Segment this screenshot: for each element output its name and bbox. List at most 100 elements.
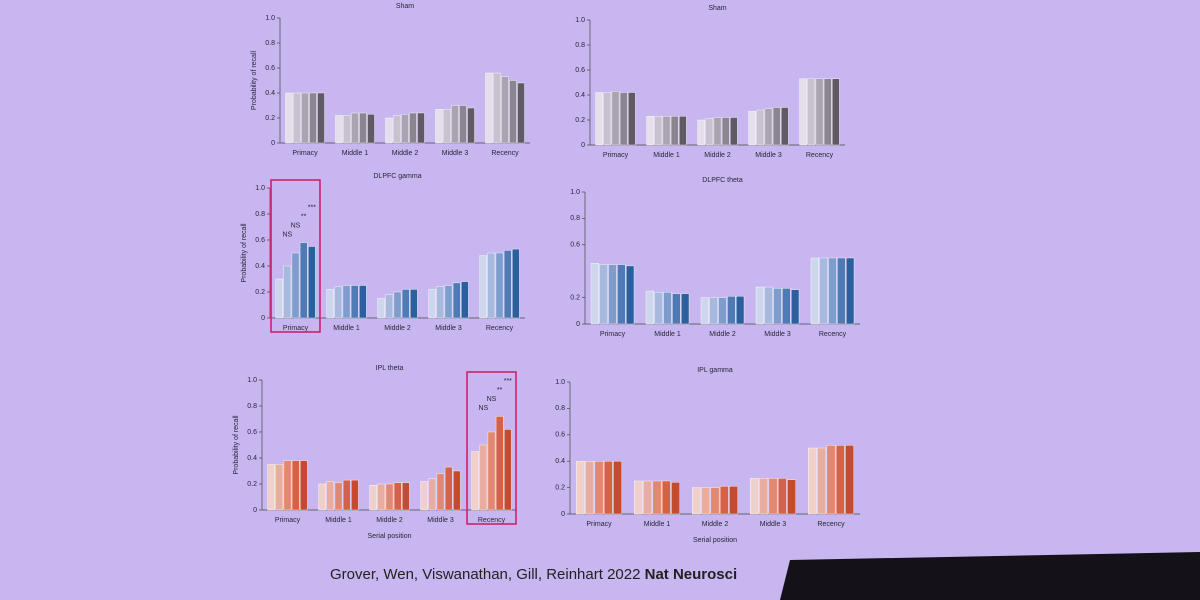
bar [393,482,402,511]
bar [777,478,787,515]
bar [679,116,687,146]
y-tick-label: 0.8 [247,403,257,410]
x-tick-label: Middle 3 [760,521,787,528]
bar [729,486,738,515]
bar [428,289,436,319]
bar [585,461,595,515]
bar [503,250,512,319]
y-tick-label: 0 [576,321,580,328]
bar [299,242,308,319]
y-axis-label: Probability of recall [251,50,258,110]
bar [808,447,817,515]
y-tick-label: 0.8 [555,405,565,412]
bar [791,289,800,325]
bar [835,445,845,515]
bar [772,107,781,146]
citation-journal: Nat Neurosci [645,566,738,583]
bar [452,282,461,319]
bar [700,297,710,325]
bar [619,92,628,146]
bar [512,248,520,319]
x-axis-label: Serial position [368,533,412,540]
y-axis-label: Probability of recall [233,415,240,475]
bar [705,118,714,146]
significance-label: NS [487,396,497,403]
x-tick-label: Middle 2 [702,521,729,528]
x-tick-label: Primacy [292,150,318,157]
chart: DLPFC gamma Probability of recall 0 0.2 0.4 0… [241,173,525,333]
y-tick-label: 0.4 [255,263,265,270]
bar [428,478,437,511]
bar [301,92,309,144]
y-tick-label: 0.4 [247,455,257,462]
bar [626,265,635,325]
y-tick-label: 0.2 [570,294,580,301]
bar [718,297,727,325]
bar [750,478,759,515]
bar [727,296,736,325]
bar [764,286,773,325]
x-tick-label: Recency [486,325,514,332]
bar [646,116,654,146]
highlight-box [270,179,321,333]
bar [826,445,836,515]
bar [309,92,317,144]
bar [343,115,351,144]
chart: IPL gamma Serial position 0 0.2 0.4 0.6 0.8 1.0… [555,367,860,544]
bar [487,252,496,319]
bar [300,460,308,511]
bar [671,482,680,515]
bar [501,76,509,144]
y-tick-label: 0.2 [555,484,565,491]
bar [493,72,501,144]
bar [393,291,402,319]
bar [846,257,855,325]
x-tick-label: Middle 1 [654,331,681,338]
bar [611,91,620,146]
y-axis-label: Probability of recall [241,223,248,283]
bar [603,461,613,515]
bar [662,116,671,146]
bar [267,464,275,511]
bar [504,429,512,511]
bar [595,92,603,146]
bar [436,473,445,511]
bar [768,478,778,515]
bar [654,292,663,325]
bar [807,78,816,146]
bar [385,294,394,319]
bar [385,483,394,511]
bar [652,480,662,515]
bar [350,285,359,319]
bar [832,78,840,146]
y-tick-label: 0.6 [255,237,265,244]
x-tick-label: Recency [478,517,506,524]
significance-label: NS [478,405,488,412]
bar [351,112,359,144]
chart: Sham Probability of recall 0 0.2 0.4 0.6 0.8 1.… [251,3,530,157]
chart-title: Sham [396,3,414,10]
bar [736,296,745,325]
significance-label: ** [301,213,307,220]
x-axis-label: Serial position [693,537,737,544]
bar [661,480,671,515]
citation: Grover, Wen, Viswanathan, Gill, Reinhart… [330,566,737,583]
y-tick-label: 0.4 [265,90,275,97]
bar [643,480,653,515]
bar [819,257,828,325]
bar [692,487,701,515]
bar [283,460,292,511]
bar [453,470,461,511]
bar [479,444,488,511]
significance-label: *** [504,378,512,385]
bar [401,114,409,144]
bar [377,483,386,511]
bar [590,263,600,325]
significance-label: NS [291,222,301,229]
x-tick-label: Middle 1 [333,325,360,332]
bar [634,480,643,515]
bar [709,297,718,325]
bar [377,298,385,319]
